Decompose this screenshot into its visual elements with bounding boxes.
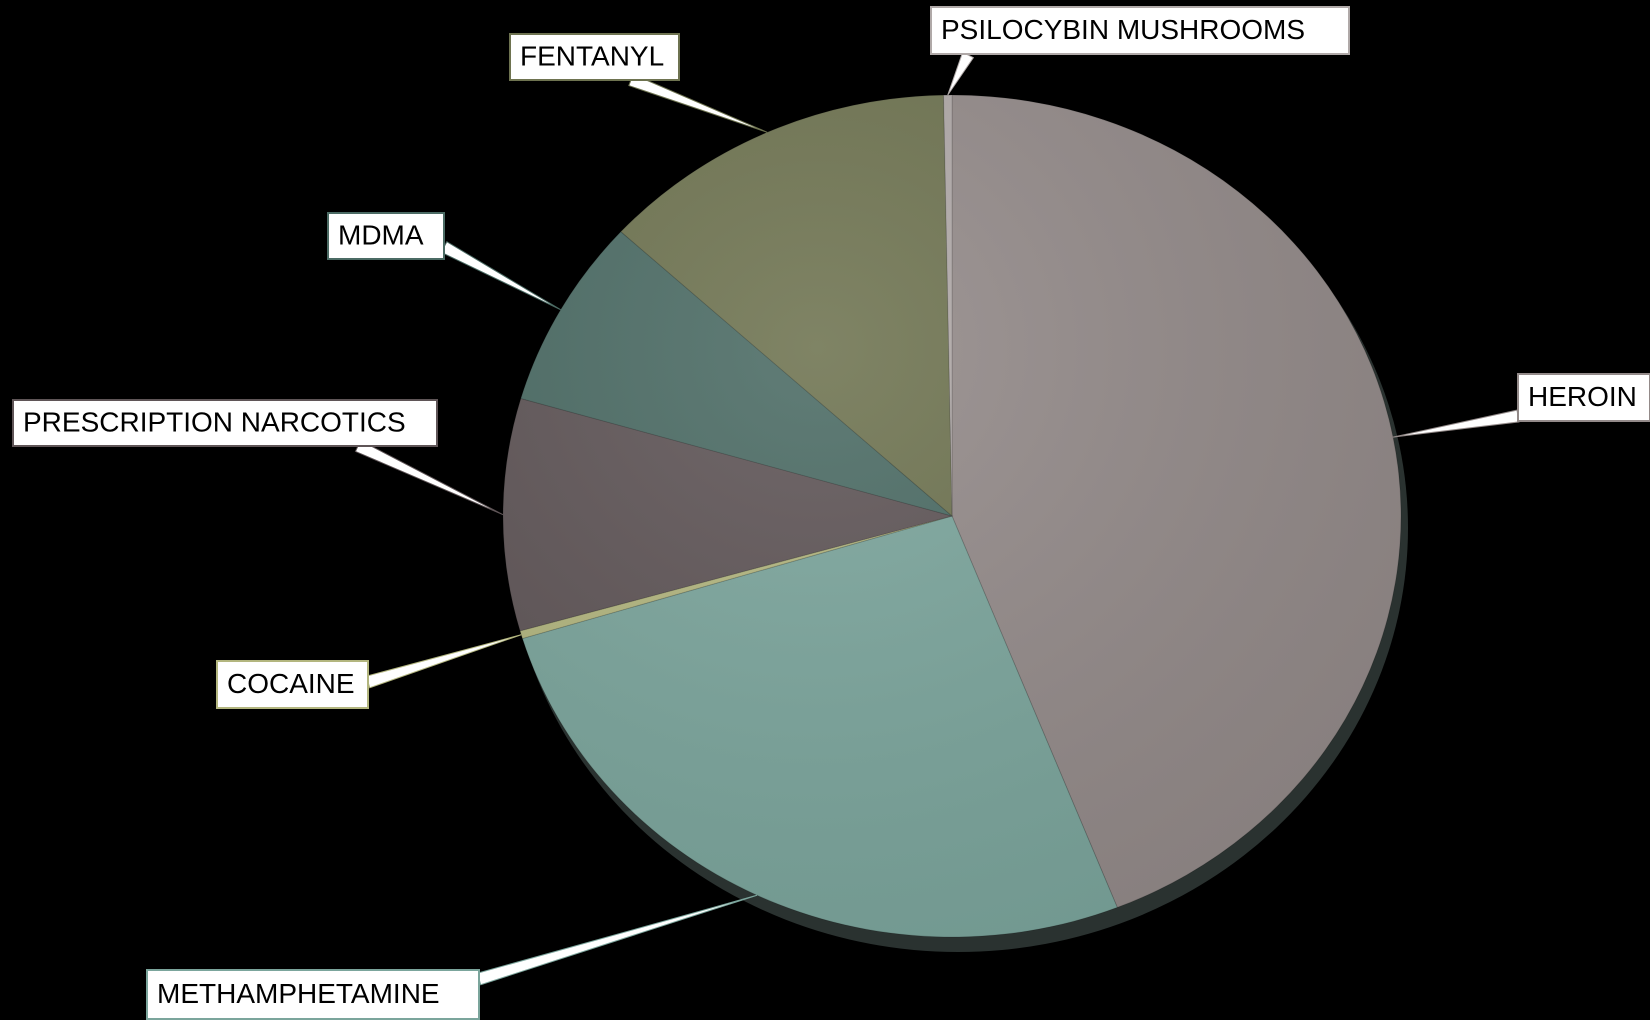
slice-label: METHAMPHETAMINE — [157, 978, 440, 1009]
slice-label: HEROIN — [1528, 381, 1637, 412]
callout — [354, 439, 504, 516]
slice-label: MDMA — [338, 219, 424, 250]
callout — [947, 51, 975, 96]
slices — [502, 94, 1402, 938]
label-box — [216, 660, 369, 709]
callout — [1392, 409, 1520, 438]
label-box — [930, 6, 1350, 55]
label-box — [509, 33, 680, 81]
callout — [476, 894, 758, 986]
callout — [628, 73, 768, 133]
slice-label: PSILOCYBIN MUSHROOMS — [941, 14, 1305, 45]
callout — [440, 241, 561, 311]
callout — [365, 634, 522, 689]
label-box — [12, 399, 438, 447]
label-box — [146, 969, 480, 1020]
slice-label: FENTANYL — [520, 40, 664, 71]
label-box — [327, 212, 445, 260]
slice-label: PRESCRIPTION NARCOTICS — [23, 406, 406, 437]
slice-label: COCAINE — [227, 668, 355, 699]
labels: HEROIN METHAMPHETAMINE COCAINE PRESCRIPTION… — [12, 6, 1650, 1020]
label-box — [1517, 373, 1650, 422]
